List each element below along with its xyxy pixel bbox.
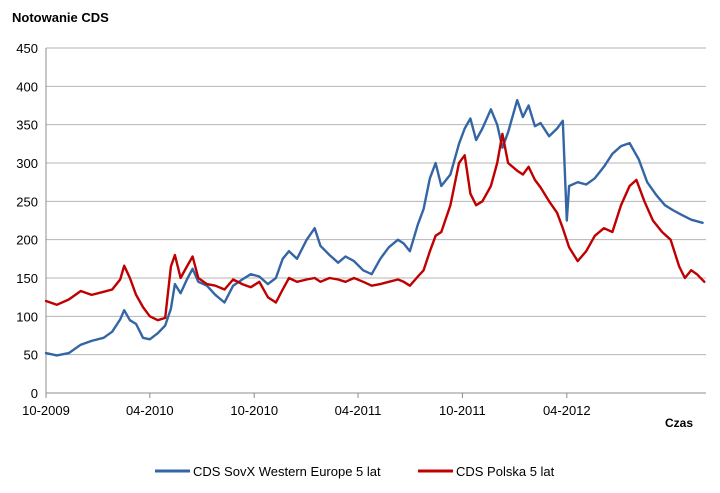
- y-tick-label: 300: [16, 156, 38, 171]
- x-tick-label: 04-2012: [543, 403, 591, 418]
- grid-lines: [46, 47, 706, 356]
- x-tick-label: 10-2011: [439, 403, 486, 418]
- series-lines: [44, 98, 706, 357]
- y-tick-label: 0: [31, 386, 38, 401]
- y-tick-label: 150: [16, 271, 38, 286]
- y-tick-label: 100: [16, 309, 38, 324]
- y-tick-label: 200: [16, 233, 38, 248]
- x-axis-label: Czas: [665, 416, 693, 430]
- legend: CDS SovX Western Europe 5 lat CDS Polska …: [155, 464, 555, 479]
- x-tick-label: 10-2010: [230, 403, 278, 418]
- chart-title: Notowanie CDS: [12, 10, 109, 25]
- y-tick-label: 250: [16, 194, 38, 209]
- series-line-1: [44, 132, 706, 322]
- x-tick-label: 04-2011: [335, 403, 382, 418]
- x-tick-label: 10-2009: [22, 403, 70, 418]
- y-tick-label: 450: [16, 41, 38, 56]
- y-axis-tick-labels: 0 50 100 150 200 250 300 350 400 450: [16, 41, 38, 401]
- x-tick-label: 04-2010: [126, 403, 174, 418]
- series-line-0: [44, 98, 704, 357]
- legend-label-0: CDS SovX Western Europe 5 lat: [193, 464, 381, 479]
- y-tick-label: 50: [24, 348, 38, 363]
- x-axis-tick-labels: 10-2009 04-2010 10-2010 04-2011 10-2011 04-20…: [22, 403, 591, 418]
- y-tick-label: 350: [16, 118, 38, 133]
- y-tick-label: 400: [16, 79, 38, 94]
- legend-label-1: CDS Polska 5 lat: [456, 464, 555, 479]
- axes: [45, 48, 706, 398]
